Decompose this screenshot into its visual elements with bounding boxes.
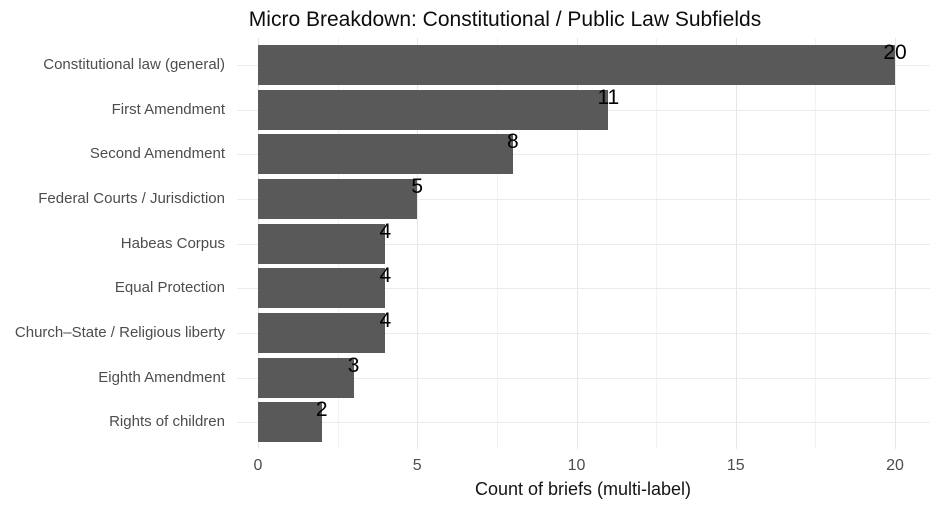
x-tick-label: 15: [726, 457, 745, 474]
bar: [258, 134, 513, 175]
bar: [258, 89, 609, 130]
bar-value-label: 2: [315, 398, 328, 422]
y-axis-category-label: Eighth Amendment: [98, 368, 225, 386]
bar: [258, 178, 418, 219]
y-axis-category-label: Constitutional law (general): [43, 56, 225, 73]
bar: [258, 223, 386, 264]
y-axis-category-label: Equal Protection: [114, 279, 225, 297]
gridline-vertical-minor: [815, 38, 817, 449]
x-tick-label: 20: [886, 457, 904, 474]
bar-value-label: 5: [411, 174, 424, 198]
bar-value-label: 8: [506, 130, 519, 154]
gridline-horizontal: [237, 332, 930, 334]
gridline-vertical-minor: [496, 38, 498, 449]
gridline-horizontal: [237, 422, 930, 424]
bar-value-label: 4: [379, 219, 392, 243]
gridline-vertical-major: [735, 38, 737, 449]
y-axis-category-label: Church–State / Religious liberty: [14, 323, 225, 341]
bar-value-label: 4: [379, 264, 392, 288]
plot-area: 20 11 8 5 4 4 4 3 2: [237, 38, 930, 449]
gridline-horizontal: [237, 154, 930, 156]
chart-title: Micro Breakdown: Constitutional / Public…: [248, 8, 762, 31]
gridline-vertical-minor: [656, 38, 658, 449]
x-tick-label: 0: [253, 457, 263, 474]
bar: [258, 402, 322, 443]
y-axis-category-label: Rights of children: [109, 413, 225, 431]
bar: [258, 45, 895, 85]
bar: [258, 268, 386, 309]
y-axis-category-label: First Amendment: [111, 100, 225, 118]
x-tick-label: 10: [567, 457, 586, 474]
gridline-horizontal: [237, 198, 930, 200]
bar: [258, 357, 354, 398]
gridline-horizontal: [237, 243, 930, 245]
gridline-vertical-major: [895, 38, 896, 449]
y-axis-category-label: Second Amendment: [89, 145, 225, 163]
gridline-horizontal: [237, 377, 930, 379]
bar: [258, 312, 386, 353]
bar-value-label: 4: [379, 308, 392, 332]
y-axis-category-label: Habeas Corpus: [120, 234, 225, 252]
bar-value-label: 20: [883, 41, 907, 64]
gridline-vertical-major: [576, 38, 578, 449]
gridline-vertical-major: [417, 38, 419, 449]
gridline-horizontal: [237, 288, 930, 290]
y-axis-category-label: Federal Courts / Jurisdiction: [38, 189, 225, 207]
bar-value-label: 11: [597, 85, 620, 109]
x-axis-title: Count of briefs (multi-label): [474, 479, 692, 499]
x-tick-label: 5: [412, 457, 422, 474]
bar-value-label: 3: [347, 353, 360, 377]
